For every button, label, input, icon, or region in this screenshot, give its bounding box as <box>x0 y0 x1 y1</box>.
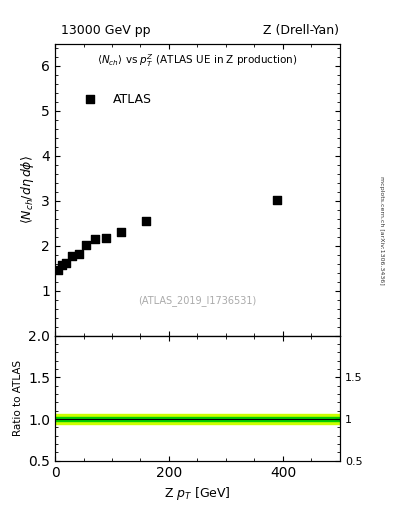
Y-axis label: $\langle N_{ch}/d\eta\,d\phi\rangle$: $\langle N_{ch}/d\eta\,d\phi\rangle$ <box>19 155 36 224</box>
Point <box>92 235 98 243</box>
Text: mcplots.cern.ch [arXiv:1306.3436]: mcplots.cern.ch [arXiv:1306.3436] <box>380 176 384 285</box>
Point <box>103 233 109 242</box>
Text: (ATLAS_2019_I1736531): (ATLAS_2019_I1736531) <box>138 295 257 306</box>
Legend: ATLAS: ATLAS <box>73 88 157 111</box>
Point <box>274 196 281 204</box>
Point <box>76 250 82 258</box>
X-axis label: Z $p_T$ [GeV]: Z $p_T$ [GeV] <box>164 485 231 502</box>
Y-axis label: Ratio to ATLAS: Ratio to ATLAS <box>13 360 23 436</box>
Point <box>83 241 90 249</box>
Point <box>69 251 75 260</box>
Text: $\langle N_{ch}\rangle$ vs $p_T^Z$ (ATLAS UE in Z production): $\langle N_{ch}\rangle$ vs $p_T^Z$ (ATLA… <box>97 52 298 69</box>
Point <box>59 261 65 269</box>
Point <box>63 259 70 267</box>
Point <box>118 228 124 237</box>
Point <box>143 217 149 225</box>
Text: 13000 GeV pp: 13000 GeV pp <box>61 24 151 37</box>
Text: Z (Drell-Yan): Z (Drell-Yan) <box>263 24 339 37</box>
Point <box>55 265 61 273</box>
